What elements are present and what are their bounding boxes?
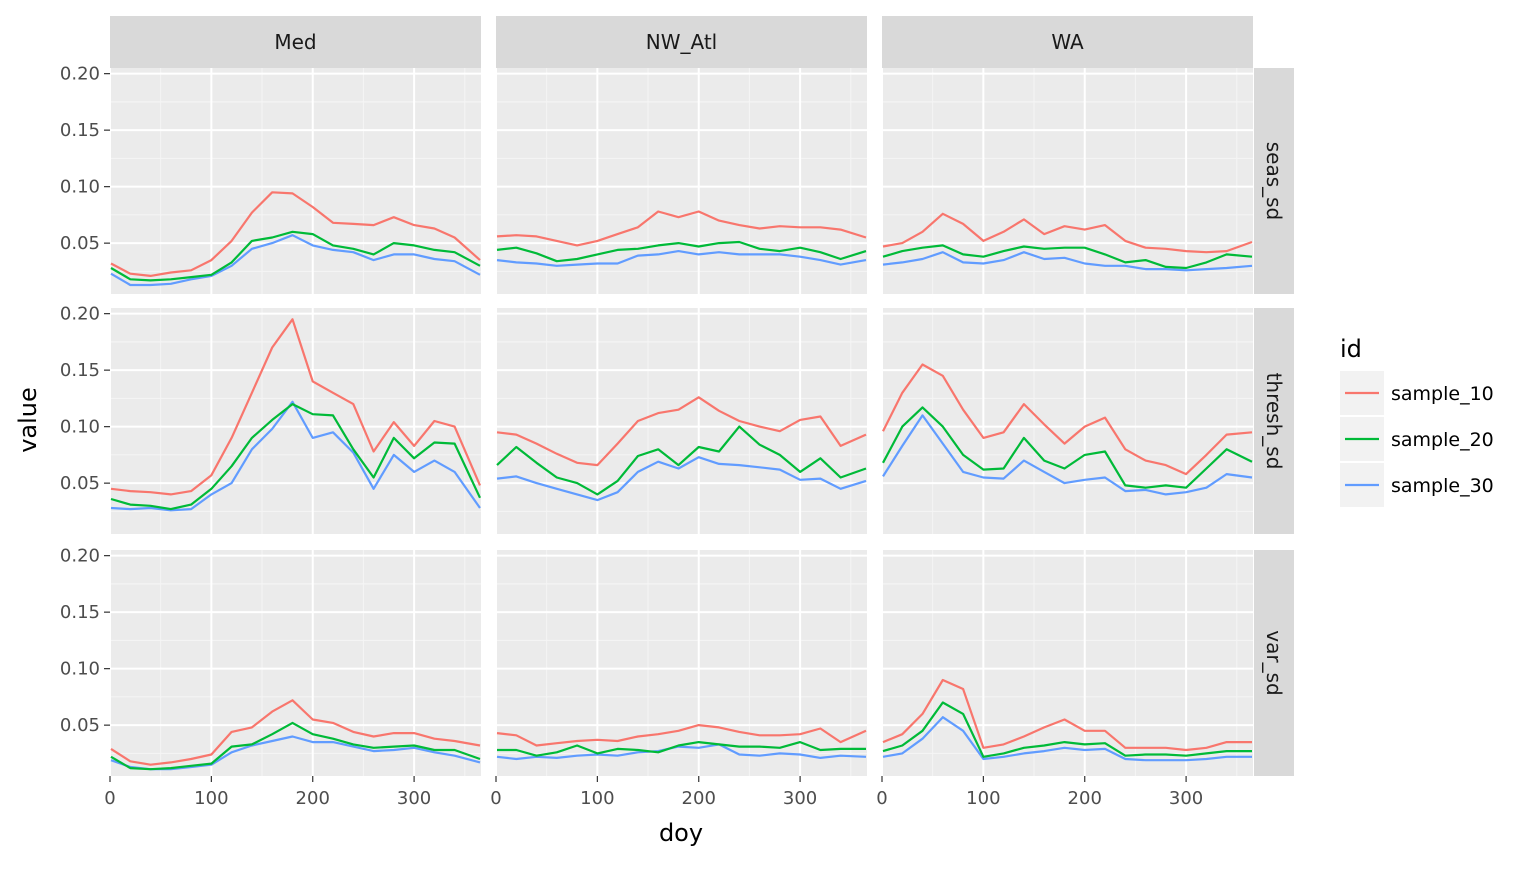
y-tick-label: 0.05 — [60, 473, 100, 494]
series-line-sample_30 — [882, 414, 1253, 496]
x-tick-label: 200 — [682, 788, 716, 809]
series-line-sample_10 — [882, 363, 1253, 476]
x-tick-label: 300 — [397, 788, 431, 809]
panel-background — [882, 550, 1253, 776]
facet-strip-row — [1254, 308, 1294, 534]
x-tick-label: 200 — [296, 788, 330, 809]
series-line-sample_10 — [496, 396, 867, 467]
series-line-sample_20 — [110, 721, 481, 771]
panel-seas_sd-NW_Atl — [496, 210, 867, 267]
y-tick-label: 0.20 — [60, 304, 100, 325]
series-line-sample_10 — [496, 210, 867, 247]
plot-layer: Med NW_Atl WA seas_sd thresh_sd var_sd 0.05 0.1… — [60, 16, 1494, 809]
series-line-sample_20 — [110, 230, 481, 282]
facet-strip-label: var_sd — [1262, 630, 1286, 695]
facet-strip-label: seas_sd — [1262, 142, 1286, 221]
facet-strip-row — [1254, 550, 1294, 776]
legend-label: sample_30 — [1391, 475, 1494, 497]
panel-background — [882, 68, 1253, 294]
series-line-sample_10 — [882, 678, 1252, 752]
x-tick-label: 100 — [580, 788, 614, 809]
y-tick-label: 0.05 — [60, 715, 100, 736]
series-line-sample_10 — [110, 318, 482, 496]
series-line-sample_30 — [496, 250, 867, 267]
x-tick-label: 200 — [1068, 788, 1102, 809]
series-line-sample_20 — [882, 244, 1253, 270]
panel-seas_sd-Med — [110, 191, 481, 287]
panel-thresh_sd-WA — [882, 363, 1253, 496]
x-tick-label: 300 — [783, 788, 817, 809]
x-tick-label: 100 — [966, 788, 1000, 809]
facet-strip-label: thresh_sd — [1262, 373, 1286, 470]
facet-strip-col — [110, 16, 481, 68]
y-tick-label: 0.10 — [60, 659, 100, 680]
series-line-sample_20 — [110, 403, 481, 511]
y-tick-label: 0.10 — [60, 177, 100, 198]
y-tick-label: 0.20 — [60, 64, 100, 85]
y-tick-label: 0.05 — [60, 233, 100, 254]
panel-thresh_sd-Med — [110, 318, 482, 512]
series-line-sample_10 — [110, 191, 481, 277]
series-line-sample_30 — [496, 456, 867, 502]
series-line-sample_30 — [110, 234, 481, 287]
panel-var_sd-NW_Atl — [496, 723, 867, 761]
legend-label: sample_20 — [1391, 429, 1494, 451]
x-axis-title: doy — [659, 819, 703, 847]
panel-var_sd-WA — [882, 678, 1252, 762]
panel-seas_sd-WA — [882, 212, 1253, 272]
y-axis-title: value — [14, 387, 42, 453]
y-tick-label: 0.20 — [60, 546, 100, 567]
x-tick-label: 0 — [490, 788, 501, 809]
series-line-sample_20 — [496, 240, 867, 263]
y-tick-label: 0.15 — [60, 360, 100, 381]
facet-strip-label: WA — [1051, 30, 1084, 54]
legend-title: id — [1340, 335, 1362, 363]
panel-background — [496, 550, 867, 776]
panel-background — [110, 308, 481, 534]
panel-background — [496, 308, 867, 534]
series-line-sample_30 — [882, 251, 1253, 272]
x-tick-label: 0 — [104, 788, 115, 809]
legend-label: sample_10 — [1391, 383, 1494, 405]
y-tick-label: 0.15 — [60, 602, 100, 623]
series-line-sample_20 — [882, 406, 1253, 489]
x-tick-label: 0 — [876, 788, 887, 809]
facet-strip-label: NW_Atl — [646, 30, 717, 54]
facet-strip-row — [1254, 68, 1294, 294]
y-tick-label: 0.10 — [60, 417, 100, 438]
panel-background — [496, 68, 867, 294]
x-tick-label: 300 — [1169, 788, 1203, 809]
facet-strip-label: Med — [274, 30, 316, 54]
series-line-sample_10 — [110, 699, 481, 766]
series-line-sample_20 — [882, 701, 1252, 758]
series-line-sample_10 — [496, 723, 867, 747]
facet-strip-col — [496, 16, 867, 68]
panel-background — [882, 308, 1253, 534]
panel-var_sd-Med — [110, 699, 481, 771]
series-line-sample_20 — [497, 740, 866, 757]
series-line-sample_10 — [882, 212, 1253, 254]
panel-thresh_sd-NW_Atl — [496, 396, 867, 502]
series-line-sample_30 — [110, 400, 481, 512]
series-line-sample_20 — [496, 425, 867, 496]
y-tick-label: 0.15 — [60, 120, 100, 141]
x-tick-label: 100 — [194, 788, 228, 809]
series-line-sample_30 — [882, 716, 1252, 762]
facet-strip-col — [882, 16, 1253, 68]
